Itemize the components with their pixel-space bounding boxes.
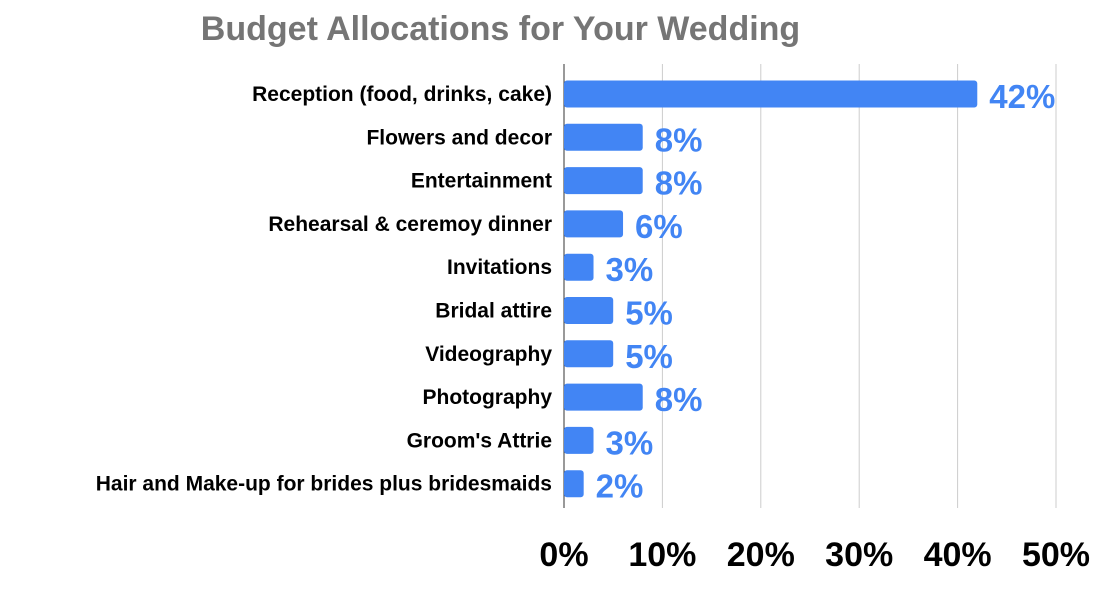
category-label: Groom's Attrie xyxy=(407,429,552,452)
data-label: 5% xyxy=(625,338,673,375)
bar xyxy=(564,426,594,454)
bar xyxy=(564,80,978,108)
category-label: Videography xyxy=(425,343,552,366)
data-label: 8% xyxy=(655,165,703,202)
x-tick-label: 10% xyxy=(628,536,696,574)
data-label: 6% xyxy=(635,208,683,245)
data-label: 42% xyxy=(989,78,1055,115)
x-tick-label: 0% xyxy=(539,536,588,574)
bar xyxy=(564,123,643,151)
category-label: Entertainment xyxy=(411,170,552,193)
bar xyxy=(564,470,584,498)
bar xyxy=(564,210,624,238)
data-label: 8% xyxy=(655,121,703,158)
x-tick-label: 40% xyxy=(924,536,992,574)
data-label: 3% xyxy=(606,251,654,288)
bar xyxy=(564,297,614,324)
data-label: 5% xyxy=(625,295,673,332)
bar xyxy=(564,253,594,281)
category-label: Rehearsal & ceremoy dinner xyxy=(268,213,552,236)
chart-title: Budget Allocations for Your Wedding xyxy=(200,10,801,48)
x-tick-label: 20% xyxy=(727,536,795,574)
bar xyxy=(564,340,614,368)
category-label: Invitations xyxy=(447,256,552,279)
x-tick-label: 50% xyxy=(1022,536,1090,574)
category-label: Reception (food, drinks, cake) xyxy=(252,83,552,106)
category-label: Bridal attire xyxy=(435,300,552,323)
category-label: Hair and Make-up for brides plus bridesm… xyxy=(96,473,552,496)
x-tick-label: 30% xyxy=(825,536,893,574)
bar xyxy=(564,167,643,195)
data-label: 8% xyxy=(655,381,703,418)
data-label: 2% xyxy=(596,468,644,505)
bar xyxy=(564,383,643,411)
data-label: 3% xyxy=(606,424,654,461)
category-label: Flowers and decor xyxy=(366,126,552,149)
category-label: Photography xyxy=(423,386,553,409)
